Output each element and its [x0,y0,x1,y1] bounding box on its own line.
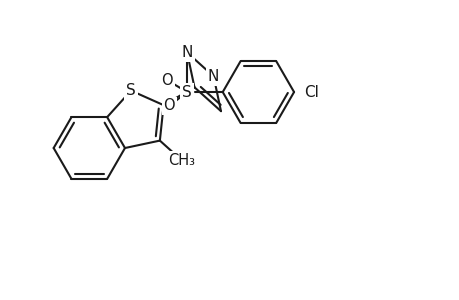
Text: Cl: Cl [304,85,319,100]
Text: N: N [181,45,192,60]
Text: S: S [126,83,135,98]
Text: CH₃: CH₃ [168,153,195,168]
Text: O: O [161,73,173,88]
Text: N: N [207,69,219,84]
Text: S: S [182,85,191,100]
Text: O: O [163,98,175,113]
